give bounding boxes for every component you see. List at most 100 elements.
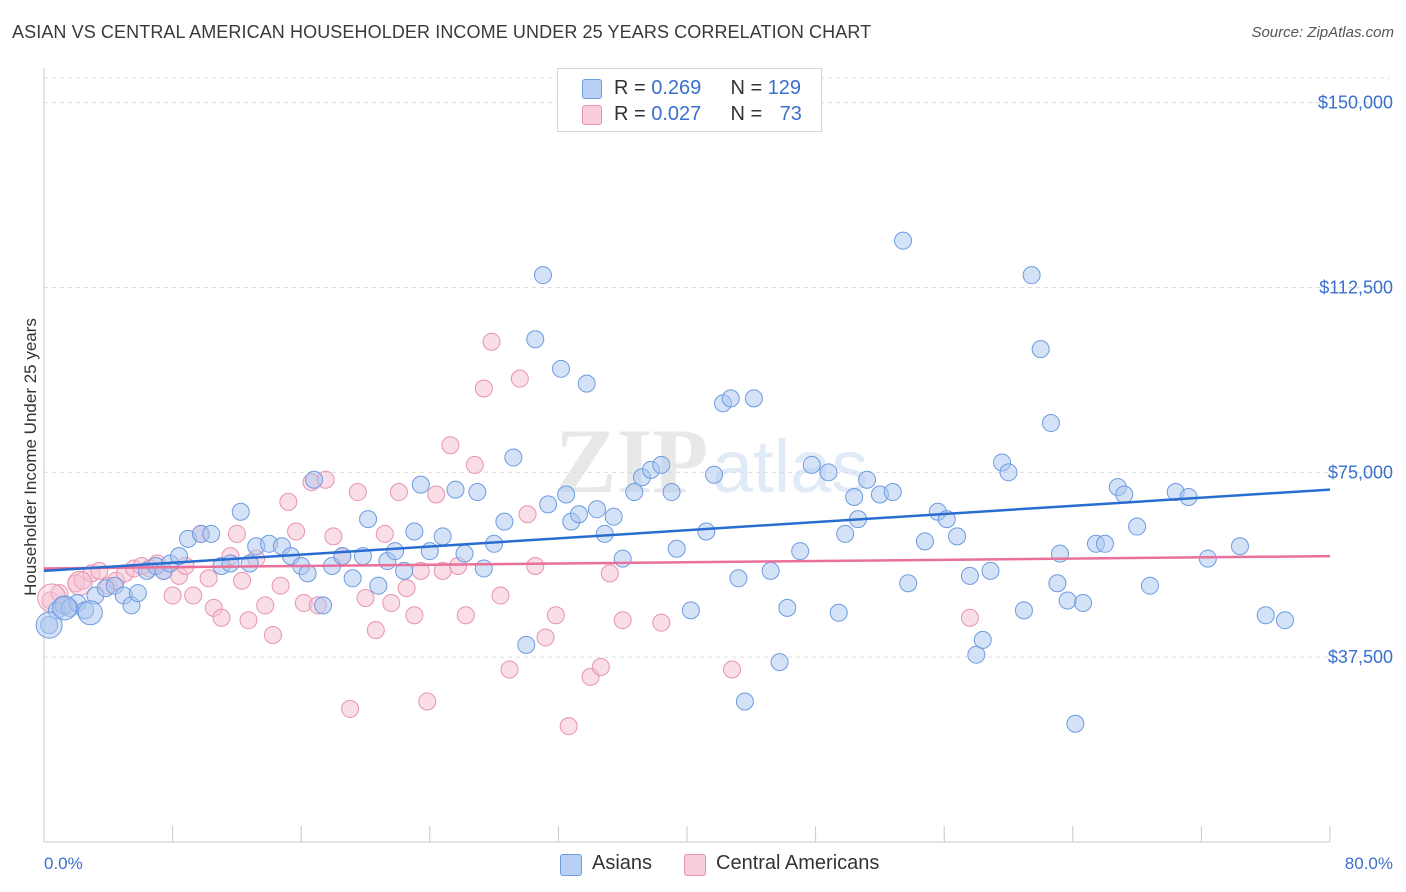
asians-point — [1230, 537, 1249, 556]
asians-point — [128, 584, 147, 603]
y-tick-label: $75,000 — [1328, 462, 1393, 482]
asians-point — [802, 455, 821, 474]
asians-point — [333, 547, 352, 566]
chart-title: ASIAN VS CENTRAL AMERICAN HOUSEHOLDER IN… — [12, 22, 872, 42]
central-americans-point — [287, 522, 306, 541]
asians-point — [667, 539, 686, 558]
asians-point — [526, 330, 545, 349]
central-americans-point — [199, 569, 218, 588]
central-americans-point — [559, 717, 578, 736]
central-americans-point — [474, 379, 493, 398]
central-americans-point — [405, 606, 424, 625]
asians-point — [1022, 266, 1041, 285]
asians-point — [446, 480, 465, 499]
asians-point — [52, 595, 78, 621]
central-americans-point — [456, 606, 475, 625]
y-axis-label: Householder Income Under 25 years — [21, 318, 40, 596]
asians-point — [973, 630, 992, 649]
central-americans-point — [184, 586, 203, 605]
asians-point — [1048, 574, 1067, 593]
asians-point — [343, 569, 362, 588]
asians-point — [1256, 606, 1275, 625]
legend-swatch-asians — [582, 79, 602, 99]
central-americans-point — [389, 483, 408, 502]
asians-point — [517, 635, 536, 654]
asians-point — [729, 569, 748, 588]
asians-point — [735, 692, 754, 711]
asians-point — [551, 359, 570, 378]
central-americans-point — [397, 579, 416, 598]
asians-point — [721, 389, 740, 408]
asians-point — [681, 601, 700, 620]
asians-point — [314, 596, 333, 615]
central-americans-point — [427, 485, 446, 504]
central-americans-point — [418, 692, 437, 711]
asians-point — [1074, 593, 1093, 612]
asians-point — [836, 524, 855, 543]
asians-point — [858, 470, 877, 489]
asians-trend-line — [43, 488, 1331, 573]
series-swatch-asians — [560, 854, 582, 876]
central-americans-point — [227, 524, 246, 543]
y-tick-label: $150,000 — [1318, 93, 1393, 113]
x-tick-label-max: 80.0% — [1345, 854, 1393, 873]
asians-point — [1014, 601, 1033, 620]
central-americans-point — [341, 699, 360, 718]
legend-n-value: 129 — [767, 77, 802, 99]
central-americans-point — [546, 606, 565, 625]
legend-n-value: 73 — [779, 103, 802, 125]
series-label-central-americans: Central Americans — [716, 852, 880, 874]
asians-point — [1031, 340, 1050, 359]
central-americans-point — [263, 625, 282, 644]
asians-point — [395, 561, 414, 580]
central-americans-point — [526, 556, 545, 575]
central-americans-point — [233, 571, 252, 590]
central-americans-point — [441, 436, 460, 455]
series-label-asians: Asians — [592, 852, 653, 874]
asians-point — [1275, 611, 1294, 630]
central-americans-point — [510, 369, 529, 388]
legend-swatch-central-americans — [582, 105, 602, 125]
central-americans-point — [239, 611, 258, 630]
central-americans-point — [465, 455, 484, 474]
asians-point — [697, 522, 716, 541]
x-tick-label-min: 0.0% — [44, 854, 83, 873]
asians-point — [231, 502, 250, 521]
asians-point — [504, 448, 523, 467]
central-americans-trend-line — [43, 554, 1331, 570]
central-americans-point — [324, 527, 343, 546]
asians-point — [405, 522, 424, 541]
asians-point — [761, 561, 780, 580]
asians-point — [1058, 591, 1077, 610]
asians-point — [1115, 485, 1134, 504]
central-americans-point — [536, 628, 555, 647]
source-label: Source: ZipAtlas.com — [1251, 24, 1394, 41]
y-tick-labels: $37,500 $75,000 $112,500 $150,000 — [1318, 93, 1393, 668]
asians-point — [778, 598, 797, 617]
asians-point — [829, 603, 848, 622]
central-americans-point — [356, 589, 375, 608]
asians-point — [539, 495, 558, 514]
central-americans-point — [271, 576, 290, 595]
asians-point — [359, 510, 378, 529]
legend-n-label: N = — [730, 77, 768, 99]
watermark: ZIP atlas — [555, 410, 868, 512]
asians-point — [1140, 576, 1159, 595]
central-americans-point — [591, 658, 610, 677]
asians-point — [819, 463, 838, 482]
asians-point — [369, 576, 388, 595]
central-americans-points — [37, 332, 979, 736]
central-americans-point — [348, 483, 367, 502]
asians-point — [587, 500, 606, 519]
axes — [43, 68, 1331, 843]
correlation-legend: R = 0.269 N = 129 R = 0.027 N = 73 — [557, 68, 822, 132]
trend-lines — [43, 488, 1331, 573]
asians-point — [1095, 534, 1114, 553]
asians-point — [948, 527, 967, 546]
central-americans-point — [256, 596, 275, 615]
asians-point — [915, 532, 934, 551]
central-americans-point — [491, 586, 510, 605]
central-americans-point — [652, 613, 671, 632]
asians-point — [433, 527, 452, 546]
